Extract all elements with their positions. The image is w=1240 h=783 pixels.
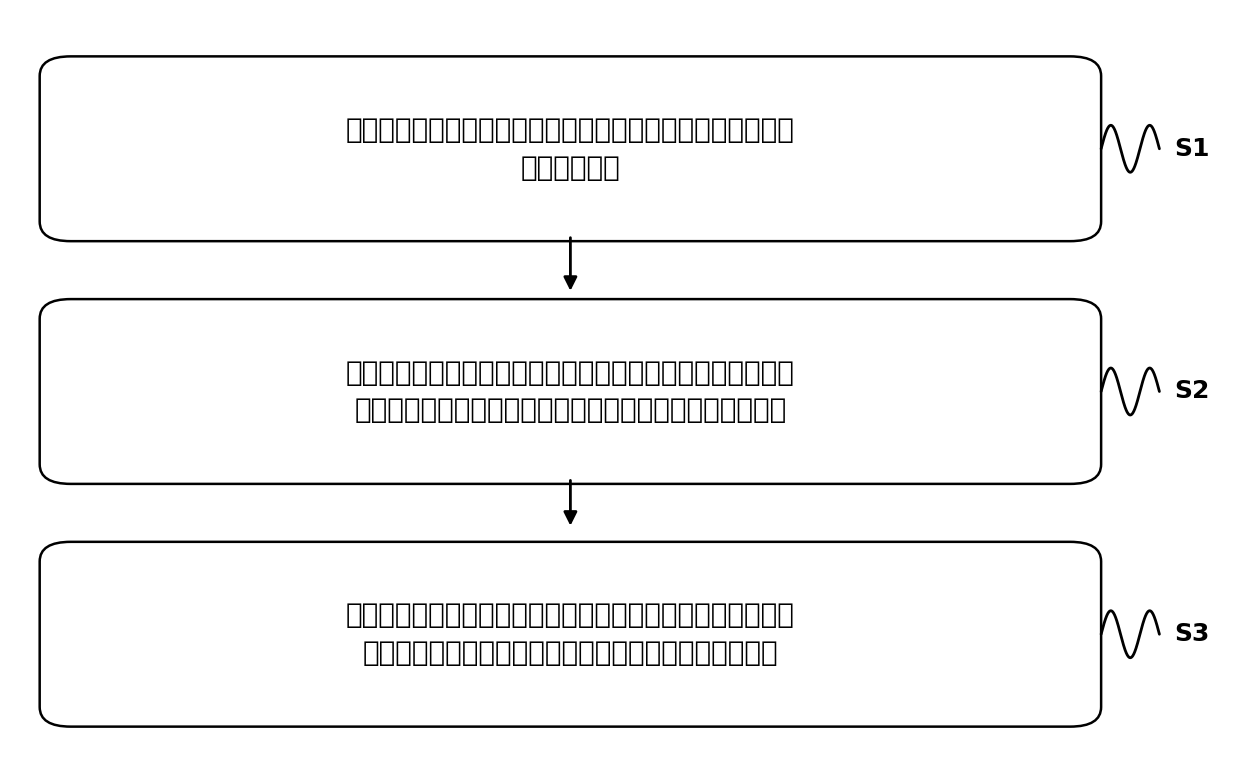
- Text: S1: S1: [1174, 137, 1210, 161]
- FancyBboxPatch shape: [40, 56, 1101, 241]
- FancyBboxPatch shape: [40, 542, 1101, 727]
- Text: S3: S3: [1174, 622, 1210, 646]
- Text: 交错差分格式: 交错差分格式: [521, 153, 620, 182]
- Text: S2: S2: [1174, 380, 1210, 403]
- Text: 利用矩张量的震源理论，在所述目标区域的三维弹性波场模拟: 利用矩张量的震源理论，在所述目标区域的三维弹性波场模拟: [346, 601, 795, 630]
- FancyBboxPatch shape: [40, 299, 1101, 484]
- Text: 速度模型，获得所述目标区域的三维弹性波场模拟差分方程: 速度模型，获得所述目标区域的三维弹性波场模拟差分方程: [355, 396, 786, 424]
- Text: 在所述三维弹性波动方程的交错差分格式中，输入目标区域的: 在所述三维弹性波动方程的交错差分格式中，输入目标区域的: [346, 359, 795, 387]
- Text: 差分方程中加载目标地震震源，进行地震数据的波场模拟: 差分方程中加载目标地震震源，进行地震数据的波场模拟: [362, 639, 779, 667]
- Text: 利用矩张量弹性波动方程正演方法，构建三维弹性波动方程的: 利用矩张量弹性波动方程正演方法，构建三维弹性波动方程的: [346, 116, 795, 144]
